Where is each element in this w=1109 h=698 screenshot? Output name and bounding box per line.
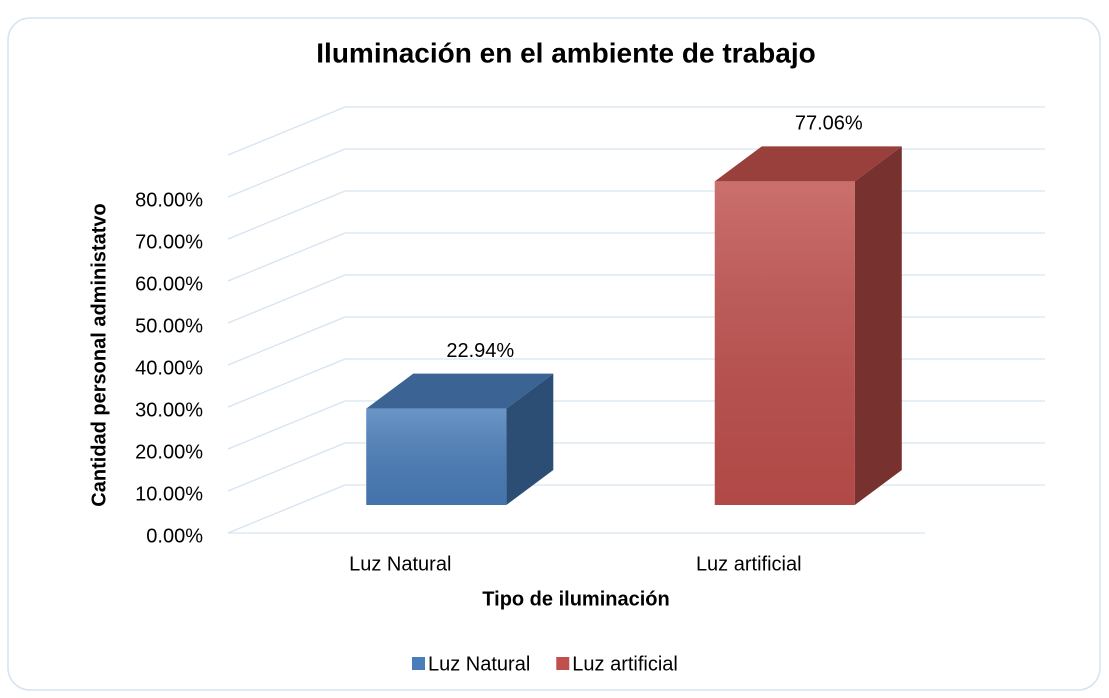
bar-face	[854, 146, 902, 505]
grid-line	[227, 106, 1045, 156]
chart-title: Iluminación en el ambiente de trabajo	[316, 37, 815, 68]
legend-swatch	[412, 657, 425, 670]
y-tick-label: 0.00%	[146, 525, 203, 547]
y-tick-label: 50.00%	[135, 315, 203, 337]
bar-face	[854, 146, 902, 505]
bar-face	[714, 146, 902, 182]
bar-face	[366, 373, 554, 409]
bar-face	[506, 373, 554, 505]
bar-face	[366, 408, 507, 505]
bar-face	[366, 373, 554, 409]
x-tick-label: Luz Natural	[349, 553, 451, 575]
y-tick-label: 30.00%	[135, 399, 203, 421]
bar-face	[506, 373, 554, 505]
bar	[366, 373, 554, 505]
y-tick-label: 10.00%	[135, 483, 203, 505]
x-tick-label: Luz artificial	[696, 553, 802, 575]
value-label: 77.06%	[795, 113, 863, 135]
legend-swatch	[556, 657, 570, 670]
bar-face	[714, 146, 902, 182]
y-tick-label: 70.00%	[135, 231, 203, 253]
bar-face	[714, 181, 855, 505]
value-label: 22.94%	[446, 340, 514, 362]
y-tick-label: 20.00%	[135, 441, 203, 463]
y-tick-label: 60.00%	[135, 273, 203, 295]
legend-label: Luz artificial	[572, 653, 678, 675]
bar	[714, 146, 902, 505]
y-tick-label: 80.00%	[135, 189, 203, 211]
legend-label: Luz Natural	[428, 653, 530, 675]
x-axis-title: Tipo de iluminación	[482, 588, 669, 610]
y-tick-label: 40.00%	[135, 357, 203, 379]
y-axis-title: Cantidad personal administatvo	[88, 203, 110, 506]
